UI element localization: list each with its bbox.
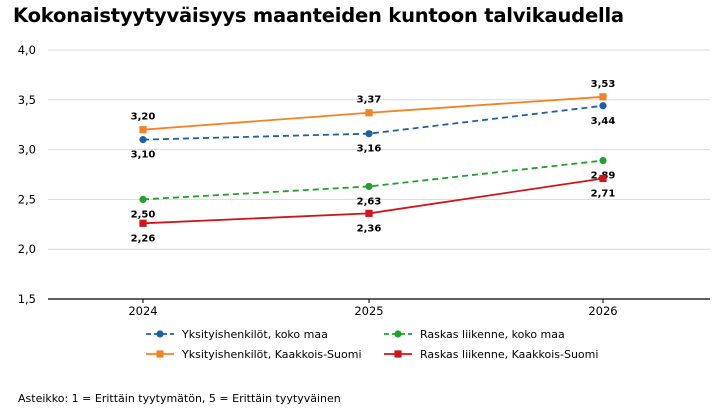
- y-tick-label: 1,5: [18, 292, 36, 306]
- legend-item: Raskas liikenne, koko maa: [384, 328, 565, 341]
- data-point: [599, 102, 607, 110]
- legend-marker: [394, 330, 402, 338]
- data-label: 3,37: [357, 95, 382, 106]
- chart-footnote: Asteikko: 1 = Erittäin tyytymätön, 5 = E…: [18, 392, 341, 405]
- data-label: 3,53: [591, 79, 616, 90]
- y-tick-label: 3,5: [18, 93, 36, 107]
- legend-marker: [156, 350, 164, 358]
- legend-marker: [394, 350, 402, 358]
- data-point: [599, 156, 607, 165]
- y-tick-label: 4,0: [18, 43, 36, 57]
- data-point: [365, 109, 373, 117]
- y-tick-label: 2,0: [18, 242, 36, 256]
- data-point: [139, 126, 147, 134]
- series-line: [142, 104, 604, 141]
- legend-item: Yksityishenkilöt, koko maa: [146, 328, 328, 341]
- legend-marker: [156, 330, 164, 338]
- data-label: 3,44: [591, 116, 616, 127]
- y-tick-label: 3,0: [18, 143, 36, 157]
- data-label: 2,36: [357, 223, 382, 234]
- legend-label: Raskas liikenne, Kaakkois-Suomi: [420, 348, 598, 361]
- data-point: [365, 209, 373, 217]
- data-label: 2,26: [131, 233, 156, 244]
- data-point: [139, 195, 147, 203]
- legend-item: Yksityishenkilöt, Kaakkois-Suomi: [146, 348, 362, 361]
- series-4: 2,26 2,36 2,71: [131, 174, 616, 244]
- data-label: 3,16: [357, 144, 382, 155]
- data-point: [599, 93, 607, 101]
- y-tick-label: 2,5: [18, 192, 36, 206]
- legend-label: Yksityishenkilöt, Kaakkois-Suomi: [181, 348, 362, 361]
- data-label: 3,20: [131, 112, 156, 123]
- series-3: 2,502,632,89: [131, 156, 615, 220]
- data-point: [139, 136, 147, 144]
- data-point: [139, 219, 147, 227]
- legend-label: Yksityishenkilöt, koko maa: [181, 328, 328, 341]
- x-tick-label: 2025: [354, 304, 383, 318]
- data-label: 2,71: [591, 188, 616, 199]
- data-point: [599, 174, 607, 183]
- x-tick-label: 2026: [588, 304, 617, 318]
- chart-title: Kokonaistyytyväisyys maanteiden kuntoon …: [13, 4, 624, 27]
- legend-item: Raskas liikenne, Kaakkois-Suomi: [384, 348, 598, 361]
- series-line: [142, 159, 604, 201]
- data-label: 2,63: [357, 196, 382, 207]
- series-2: 3,20 3,37 3,53: [131, 79, 616, 134]
- data-point: [365, 130, 373, 138]
- legend-label: Raskas liikenne, koko maa: [420, 328, 565, 341]
- x-tick-label: 2024: [128, 304, 157, 318]
- data-point: [365, 182, 373, 191]
- series-1: 3,10 3,16 3,44: [131, 102, 616, 161]
- data-label: 3,10: [131, 150, 156, 161]
- data-label: 2,50: [131, 209, 156, 220]
